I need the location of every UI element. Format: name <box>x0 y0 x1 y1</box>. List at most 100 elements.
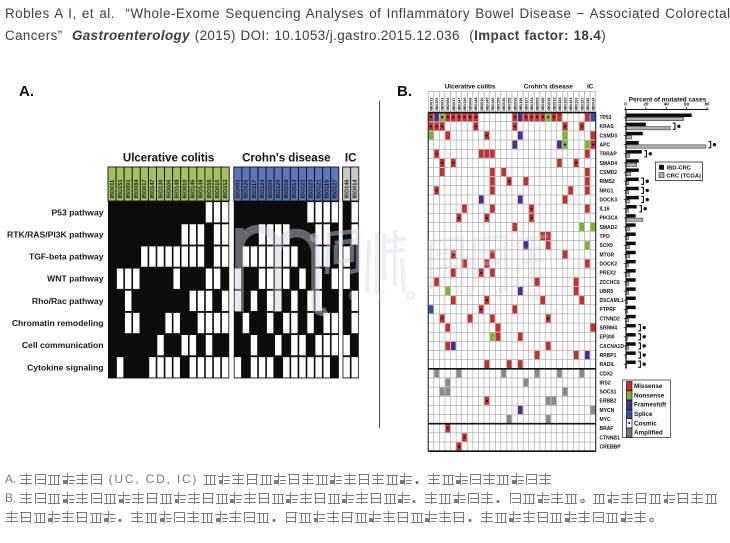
svg-text:ERBB2: ERBB2 <box>600 399 617 405</box>
svg-text:IBD148: IBD148 <box>174 180 180 199</box>
svg-text:MYCN: MYCN <box>600 408 615 414</box>
svg-text:PREX2: PREX2 <box>600 271 617 277</box>
svg-text:IBD120: IBD120 <box>540 97 545 110</box>
svg-text:Nonsense: Nonsense <box>634 392 665 399</box>
svg-text:IBD149: IBD149 <box>490 97 495 111</box>
svg-text:SMAD2: SMAD2 <box>600 225 618 231</box>
svg-text:IBD117: IBD117 <box>252 180 258 199</box>
svg-text:IC: IC <box>345 153 357 165</box>
svg-text:IBD126: IBD126 <box>244 180 250 199</box>
svg-text:Rho/Rac pathway: Rho/Rac pathway <box>32 296 104 306</box>
svg-text:IBD084: IBD084 <box>445 97 450 111</box>
svg-text:IBD151: IBD151 <box>118 180 124 199</box>
svg-text:IBD145: IBD145 <box>191 180 197 199</box>
svg-text:IBD016: IBD016 <box>215 180 221 199</box>
svg-text:SMAD4: SMAD4 <box>600 161 618 167</box>
svg-text:IBD084: IBD084 <box>134 179 140 199</box>
svg-text:A.: A. <box>19 83 34 100</box>
svg-text:IBD123: IBD123 <box>563 97 568 111</box>
svg-text:IL16: IL16 <box>600 207 610 213</box>
svg-text:CSMD3: CSMD3 <box>600 133 618 139</box>
svg-text:IBD006: IBD006 <box>468 97 473 111</box>
svg-text:IBD009: IBD009 <box>268 180 274 199</box>
svg-text:Frameshift: Frameshift <box>634 402 667 409</box>
svg-text:IBD149: IBD149 <box>199 180 205 199</box>
svg-text:TPO: TPO <box>600 234 610 240</box>
svg-text:CTNND2: CTNND2 <box>600 316 620 322</box>
svg-text:IRS2: IRS2 <box>600 380 611 386</box>
svg-text:IBD013: IBD013 <box>292 180 298 199</box>
svg-text:80: 80 <box>704 102 710 107</box>
svg-text:IBD122: IBD122 <box>557 97 562 111</box>
svg-text:DOCK2: DOCK2 <box>600 261 618 267</box>
svg-text:MYC: MYC <box>600 417 612 423</box>
svg-text:MTOR: MTOR <box>600 252 615 258</box>
svg-text:IBD151: IBD151 <box>434 97 439 111</box>
svg-text:P53 pathway: P53 pathway <box>51 207 103 217</box>
svg-text:Percent of mutated cases: Percent of mutated cases <box>629 97 707 104</box>
svg-text:IBD010: IBD010 <box>183 180 189 199</box>
svg-text:IBD145: IBD145 <box>484 97 489 111</box>
svg-text:IBD150: IBD150 <box>496 97 501 110</box>
svg-text:KRAS: KRAS <box>600 124 615 130</box>
svg-text:CRC (TCGA): CRC (TCGA) <box>667 173 702 179</box>
svg-text:SOX9: SOX9 <box>600 243 614 249</box>
svg-text:IBD124: IBD124 <box>529 97 534 111</box>
svg-text:IBD011: IBD011 <box>428 97 433 111</box>
svg-text:IBD091: IBD091 <box>440 97 445 111</box>
svg-text:Crohn's disease: Crohn's disease <box>524 84 574 91</box>
svg-text:20: 20 <box>643 102 649 107</box>
svg-text:IBD-CRC: IBD-CRC <box>667 166 692 172</box>
svg-text:IBD121: IBD121 <box>316 180 322 199</box>
svg-text:IBD014: IBD014 <box>353 179 359 199</box>
svg-text:c r o b i o m: c r o b i o m <box>348 285 547 304</box>
svg-text:CDX2: CDX2 <box>600 371 614 377</box>
svg-text:CTNNB1: CTNNB1 <box>600 435 620 441</box>
svg-text:IBD117: IBD117 <box>523 98 528 111</box>
svg-text:Cytokine signaling: Cytokine signaling <box>27 362 103 372</box>
svg-text:Chromatin remodeling: Chromatin remodeling <box>12 318 104 328</box>
svg-text:Ulcerative colitis: Ulcerative colitis <box>123 153 214 165</box>
svg-text:IBD009: IBD009 <box>535 97 540 111</box>
svg-text:TP53: TP53 <box>600 115 612 121</box>
svg-text:IBD119: IBD119 <box>574 97 579 111</box>
svg-text:IBD147: IBD147 <box>456 97 461 110</box>
svg-text:CSMD2: CSMD2 <box>600 170 618 176</box>
svg-text:CACNA1D: CACNA1D <box>600 344 625 350</box>
svg-text:SRRM4: SRRM4 <box>600 326 618 332</box>
svg-text:Splice: Splice <box>634 411 653 418</box>
svg-text:IBD130: IBD130 <box>158 180 164 199</box>
svg-text:TGF-beta pathway: TGF-beta pathway <box>29 252 104 262</box>
svg-text:IBD152: IBD152 <box>507 97 512 111</box>
svg-text:IBD150: IBD150 <box>207 180 213 199</box>
svg-text:RADIL: RADIL <box>600 362 615 368</box>
svg-text:IBD017: IBD017 <box>451 97 456 110</box>
svg-text:IBD017: IBD017 <box>142 180 148 199</box>
svg-text:IBD147: IBD147 <box>150 180 156 199</box>
svg-text:IBD092: IBD092 <box>236 180 242 199</box>
svg-text:BRAF: BRAF <box>600 426 614 432</box>
svg-text:IBD013: IBD013 <box>551 97 556 111</box>
svg-text:IBD121: IBD121 <box>568 97 573 111</box>
svg-text:B.: B. <box>397 83 412 100</box>
svg-text:ZCCHC6: ZCCHC6 <box>600 280 620 286</box>
svg-text:IBD146: IBD146 <box>344 180 350 199</box>
svg-text:IBD011: IBD011 <box>110 180 116 199</box>
svg-text:IBD130: IBD130 <box>462 97 467 110</box>
svg-text:DSCAML1: DSCAML1 <box>600 298 624 304</box>
svg-text:IBD018: IBD018 <box>284 180 290 199</box>
svg-text:0: 0 <box>624 102 627 107</box>
svg-text:RTK/RAS/PI3K pathway: RTK/RAS/PI3K pathway <box>7 229 104 239</box>
svg-text:IBD018: IBD018 <box>546 97 551 111</box>
svg-text:IBD123: IBD123 <box>308 180 314 199</box>
svg-text:RIMS2: RIMS2 <box>600 179 616 185</box>
svg-text:RRBP1: RRBP1 <box>600 353 617 359</box>
svg-text:IBD092: IBD092 <box>512 97 517 111</box>
svg-text:CREBBP: CREBBP <box>600 444 622 450</box>
svg-text:IBD127: IBD127 <box>579 97 584 110</box>
svg-text:PTPRF: PTPRF <box>600 307 616 313</box>
svg-text:Crohn's disease: Crohn's disease <box>242 153 330 165</box>
svg-text:IBD014: IBD014 <box>590 97 595 111</box>
svg-text:60: 60 <box>684 102 690 107</box>
svg-text:IBD006: IBD006 <box>166 180 172 199</box>
